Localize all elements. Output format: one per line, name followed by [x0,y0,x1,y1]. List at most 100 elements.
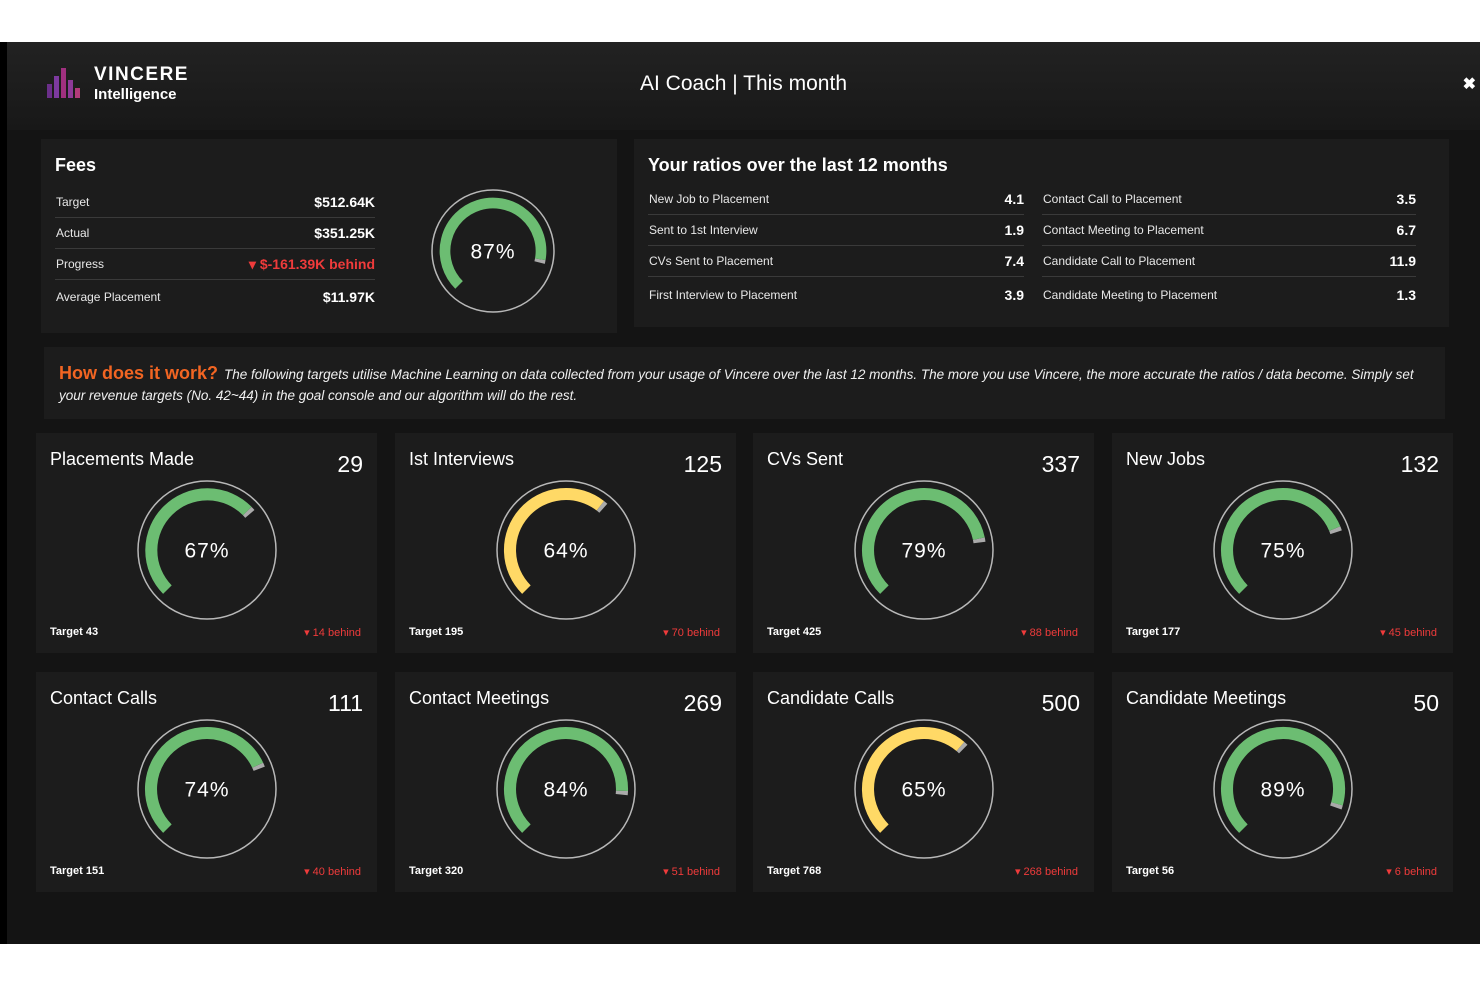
kpi-card-1st-interviews[interactable]: Ist Interviews 125 64% Target 195 ▾ 70 b… [395,433,736,653]
gauge-remainder-arc [1329,526,1342,535]
kpi-card-title: New Jobs [1126,449,1206,469]
fees-panel: Fees Target $512.64K Actual $351.25K Pro… [41,139,617,333]
kpi-card-behind: ▾ 51 behind [663,866,720,878]
gauge-outer-ring [137,719,277,859]
gauge-outer-ring [1213,719,1353,859]
fees-row-label: Actual [56,226,90,240]
kpi-card-behind: ▾ 6 behind [1386,866,1437,878]
how-it-works-panel: How does it work? The following targets u… [44,347,1445,419]
ratio-row: Contact Call to Placement 3.5 [1042,184,1416,215]
kpi-gauge: 65% [853,718,995,860]
kpi-card-target: Target 177 [1126,626,1181,638]
ratio-row: CVs Sent to Placement 7.4 [648,246,1024,277]
kpi-card-value: 132 [1400,451,1439,477]
kpi-card-title: Contact Calls [50,688,158,708]
gauge-remainder-arc [534,258,546,264]
gauge-svg: 89% [1213,719,1353,859]
ratio-label: Contact Call to Placement [1043,192,1182,206]
kpi-card-cvs-sent[interactable]: CVs Sent 337 79% Target 425 ▾ 88 behind [753,433,1094,653]
kpi-gauge: 67% [136,479,278,621]
close-icon[interactable]: ✖ [1462,76,1476,93]
kpi-card-contact-meetings[interactable]: Contact Meetings 269 84% Target 320 ▾ 51… [395,672,736,892]
fees-row-actual: Actual $351.25K [55,218,375,249]
gauge-outer-ring [431,189,555,313]
kpi-card-target: Target 43 [50,626,99,638]
kpi-gauge: 89% [1212,718,1354,860]
kpi-gauge: 84% [495,718,637,860]
kpi-card-behind: ▾ 14 behind [304,627,361,639]
gauge-percent-label: 74% [184,779,229,802]
gauge-svg: 65% [854,719,994,859]
ratio-label: Candidate Call to Placement [1043,254,1196,268]
gauge-remainder-arc [242,506,255,518]
window-edge [0,42,7,944]
kpi-card-title: Candidate Calls [767,688,895,708]
kpi-card-value: 337 [1041,451,1080,477]
gauge-percent-label: 87% [470,241,515,264]
ratio-value: 6.7 [1396,222,1416,238]
fees-row-value: $512.64K [314,194,375,210]
kpi-card-new-jobs[interactable]: New Jobs 132 75% Target 177 ▾ 45 behind [1112,433,1453,653]
logo-subtitle: Intelligence [94,86,177,103]
logo-name: VINCERE [94,64,189,85]
gauge-remainder-arc [1330,802,1343,810]
kpi-card-value: 269 [683,690,722,716]
gauge-percent-label: 89% [1260,779,1305,802]
how-it-works-description: The following targets utilise Machine Le… [59,367,1414,403]
gauge-outer-ring [137,480,277,620]
kpi-card-behind: ▾ 45 behind [1380,627,1437,639]
kpi-card-title: Contact Meetings [409,688,550,708]
gauge-outer-ring [496,719,636,859]
how-it-works-text: How does it work? The following targets u… [59,363,1429,406]
gauge-remainder-arc [596,500,608,513]
ratio-row: Contact Meeting to Placement 6.7 [1042,215,1416,246]
ratio-row: First Interview to Placement 3.9 [648,280,1024,310]
vincere-logo: VINCERE Intelligence [47,64,207,108]
kpi-card-title: Candidate Meetings [1126,688,1287,708]
gauge-outer-ring [1213,480,1353,620]
gauge-progress-arc [144,727,264,833]
gauge-progress-arc [1220,727,1345,833]
ratio-row: Candidate Call to Placement 11.9 [1042,246,1416,277]
ratio-label: Contact Meeting to Placement [1043,223,1204,237]
gauge-percent-label: 64% [543,540,588,563]
fees-row-label: Average Placement [56,290,161,304]
gauge-outer-ring [854,480,994,620]
gauge-outer-ring [496,480,636,620]
ai-coach-window: VINCERE Intelligence AI Coach | This mon… [0,42,1480,944]
gauge-progress-arc [145,488,252,594]
fees-row-value: $351.25K [314,225,375,241]
kpi-card-target: Target 56 [1126,865,1175,877]
kpi-card-placements-made[interactable]: Placements Made 29 67% Target 43 ▾ 14 be… [36,433,377,653]
fees-row-progress: Progress ▾ $-161.39K behind [55,249,375,280]
fees-row-label: Progress [56,257,105,271]
ratio-row: New Job to Placement 4.1 [648,184,1024,215]
ratio-label: New Job to Placement [649,192,770,206]
fees-progress-behind: ▾ $-161.39K behind [248,256,375,272]
kpi-card-candidate-calls[interactable]: Candidate Calls 500 65% Target 768 ▾ 268… [753,672,1094,892]
ratio-row: Candidate Meeting to Placement 1.3 [1042,280,1416,310]
ratio-value: 3.5 [1396,191,1416,207]
gauge-svg: 84% [496,719,636,859]
kpi-card-contact-calls[interactable]: Contact Calls 111 74% Target 151 ▾ 40 be… [36,672,377,892]
kpi-card-target: Target 768 [767,865,822,877]
gauge-percent-label: 79% [901,540,946,563]
gauge-svg: 87% [431,189,555,313]
kpi-card-target: Target 320 [409,865,464,877]
fees-row-value: $11.97K [322,289,375,305]
gauge-progress-arc [503,487,605,594]
gauge-progress-arc [503,727,629,833]
gauge-progress-arc [439,197,547,289]
ratio-value: 4.1 [1004,191,1024,207]
page-title: AI Coach | This month [640,72,847,95]
gauge-percent-label: 84% [543,779,588,802]
gauge-svg: 75% [1213,480,1353,620]
kpi-card-value: 29 [337,451,363,477]
gauge-svg: 74% [137,719,277,859]
kpi-card-candidate-meetings[interactable]: Candidate Meetings 50 89% Target 56 ▾ 6 … [1112,672,1453,892]
kpi-card-target: Target 195 [409,626,464,638]
ratio-label: First Interview to Placement [649,288,798,302]
kpi-gauge: 75% [1212,479,1354,621]
gauge-svg: 67% [137,480,277,620]
ratio-value: 3.9 [1004,287,1024,303]
